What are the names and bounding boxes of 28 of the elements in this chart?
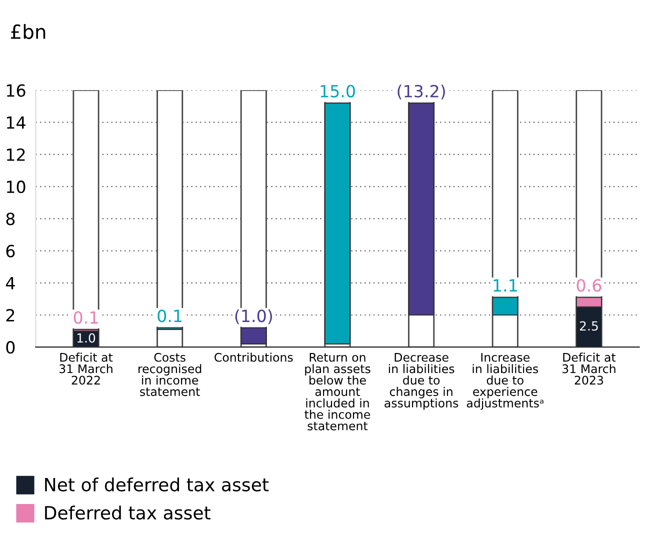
- x-tick-label: Return on plan assets below the amount included in the income statement: [304, 353, 370, 430]
- x-tick-label: Deficit at 31 March 2023: [562, 352, 616, 385]
- y-tick-label: 8: [6, 212, 15, 226]
- y-tick-label: 6: [6, 244, 15, 258]
- data-label: 1.1: [494, 279, 517, 292]
- data-label: 2.5: [580, 321, 598, 331]
- y-tick-label: 12: [6, 148, 25, 161]
- data-label: 1.0: [77, 333, 96, 343]
- x-tick-label: Costs recognised in income statement: [138, 352, 202, 396]
- x-tick-label: Contributions: [214, 352, 293, 362]
- data-label: 15.0: [320, 84, 355, 98]
- data-label: 0.6: [576, 279, 602, 292]
- y-tick-label: 2: [6, 308, 14, 322]
- y-tick-label: 16: [6, 84, 26, 97]
- y-tick-label: 14: [6, 116, 26, 129]
- data-label: (13.2): [398, 84, 445, 100]
- y-tick-label: 0: [6, 341, 15, 354]
- x-tick-label: Deficit at 31 March 2022: [60, 352, 113, 385]
- x-tick-label: Decrease in liabilities due to changes in assumptions: [384, 353, 458, 410]
- x-tick-label: Increase in liabilities due to experience adjustmentsᵃ: [466, 353, 544, 410]
- y-tick-label: 4: [6, 277, 15, 290]
- data-label: 0.1: [158, 310, 182, 322]
- y-axis-title: £bn: [10, 24, 46, 40]
- legend-label: Net of deferred tax asset: [45, 477, 269, 492]
- data-label: 0.1: [74, 311, 98, 324]
- legend-label: Deferred tax asset: [45, 506, 210, 520]
- y-tick-label: 10: [6, 180, 26, 194]
- data-label: (1.0): [235, 309, 272, 324]
